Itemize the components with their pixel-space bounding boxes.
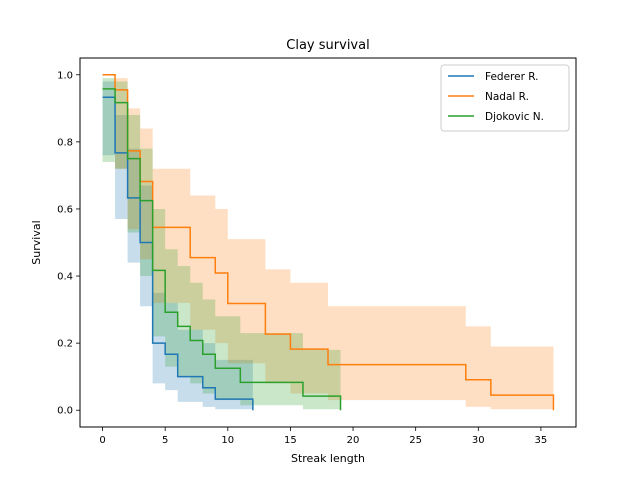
y-axis-label: Survival: [30, 220, 43, 264]
y-tick-label: 0.8: [57, 137, 73, 148]
y-tick-label: 0.6: [57, 204, 73, 215]
legend-box: [440, 64, 570, 132]
chart-title: Clay survival: [286, 38, 369, 53]
x-tick-label: 0: [99, 435, 105, 446]
y-tick-label: 0.4: [57, 272, 73, 283]
x-tick-label: 10: [221, 435, 234, 446]
survival-lines: [102, 74, 555, 411]
confidence-bands: [102, 74, 554, 410]
legend-label-0: Federer R.: [485, 71, 539, 83]
confidence-band-1: [102, 74, 554, 410]
x-tick-label: 25: [409, 435, 422, 446]
x-tick-label: 35: [535, 435, 548, 446]
survival-line-2: [102, 88, 342, 411]
survival-line-1: [102, 74, 555, 411]
confidence-band-0: [102, 81, 253, 410]
legend-label-1: Nadal R.: [485, 91, 529, 103]
y-axis-ticks: 0.0 0.2 0.4 0.6 0.8 1.0: [57, 70, 80, 417]
legend-label-2: Djokovic N.: [485, 111, 544, 123]
x-tick-label: 30: [472, 435, 485, 446]
x-tick-label: 15: [284, 435, 297, 446]
x-axis-label: Streak length: [291, 452, 365, 465]
legend: Federer R. Nadal R. Djokovic N.: [440, 64, 570, 132]
confidence-band-2: [102, 78, 341, 410]
plot-frame: [79, 57, 577, 428]
y-tick-label: 0.2: [57, 339, 73, 350]
y-tick-label: 1.0: [57, 70, 73, 81]
x-tick-label: 20: [347, 435, 360, 446]
x-tick-label: 5: [162, 435, 168, 446]
y-tick-label: 0.0: [57, 406, 73, 417]
x-axis-ticks: 0 5 10 15 20 25 30 35: [99, 427, 547, 446]
